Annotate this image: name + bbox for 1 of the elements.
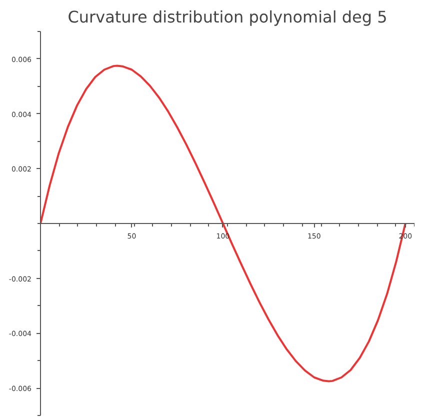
chart-title: Curvature distribution polynomial deg 5 xyxy=(68,8,388,26)
